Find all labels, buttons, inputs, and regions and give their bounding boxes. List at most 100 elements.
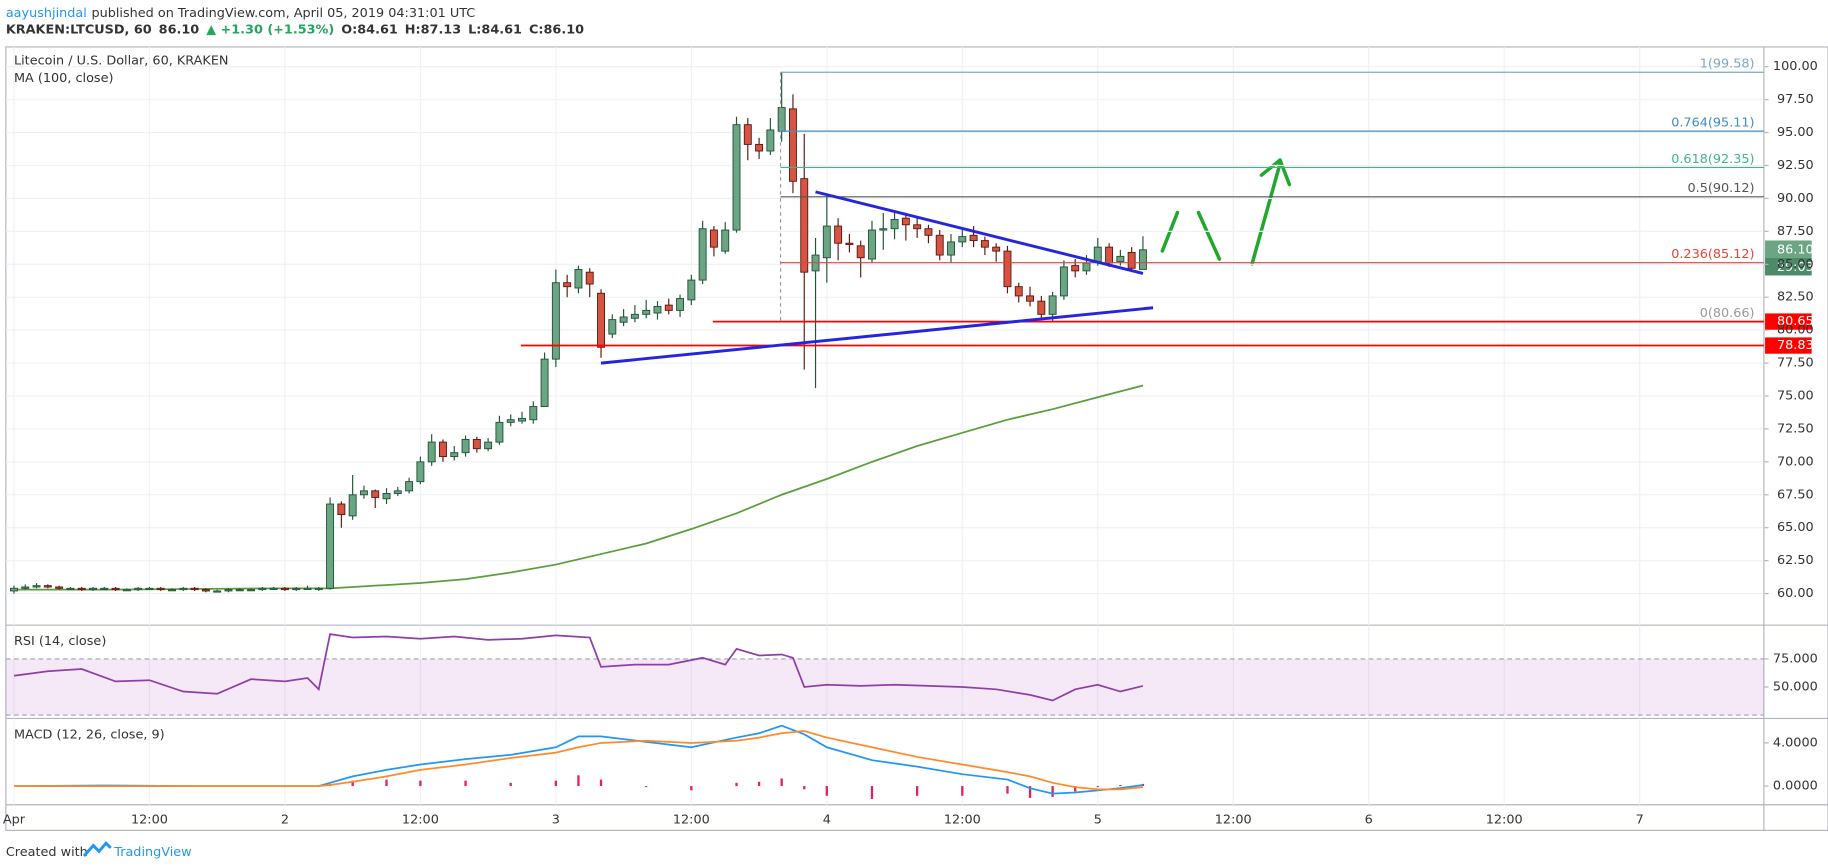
candle-body bbox=[450, 452, 459, 458]
y-tick-label: 67.50 bbox=[1777, 487, 1814, 502]
histogram-bar bbox=[1119, 784, 1122, 787]
symbol: KRAKEN:LTCUSD, 60 bbox=[6, 22, 152, 37]
fib-label: 1(99.58) bbox=[1700, 57, 1755, 72]
y-tick-label: 95.00 bbox=[1777, 125, 1814, 140]
candle-body bbox=[145, 587, 154, 590]
last: 86.10 bbox=[159, 22, 200, 37]
candle-body bbox=[32, 585, 41, 588]
candle-body bbox=[608, 319, 617, 335]
candle-body bbox=[371, 490, 380, 498]
y-tick-label: 60.00 bbox=[1777, 586, 1814, 601]
y-tick-label: 80.00 bbox=[1777, 323, 1814, 338]
overlay-layer: 1(99.58) 0.764(95.11) 0.618(92.35) 0.5(90.1… bbox=[520, 57, 1814, 365]
ohlc: O:84.61 bbox=[341, 22, 398, 37]
footer-brand[interactable]: TradingView bbox=[113, 845, 191, 860]
candle-body bbox=[845, 242, 854, 245]
x-tick-label: 7 bbox=[1636, 812, 1644, 827]
candle-body bbox=[856, 245, 865, 259]
candle-body bbox=[518, 417, 526, 422]
histogram-bar bbox=[757, 781, 761, 787]
y-tick-label: 75.000 bbox=[1773, 651, 1818, 666]
histogram-bar bbox=[870, 786, 874, 800]
candle-body bbox=[1127, 251, 1136, 269]
plot-layer bbox=[5, 46, 1764, 805]
brand-logo bbox=[82, 841, 112, 857]
candle-body bbox=[235, 589, 244, 592]
candle-body bbox=[980, 240, 989, 248]
candle-body bbox=[258, 587, 267, 591]
histogram-bar bbox=[1051, 786, 1054, 797]
change: ▲ +1.30 (+1.53%) bbox=[206, 22, 334, 37]
x-tick-label: 12:00 bbox=[944, 812, 981, 827]
candle-body bbox=[66, 587, 75, 590]
y-tick-label: 82.50 bbox=[1777, 290, 1814, 305]
ohlc: L:84.61 bbox=[468, 22, 522, 37]
y-tick-label: 50.000 bbox=[1773, 680, 1818, 695]
candle-body bbox=[935, 234, 944, 256]
candle-body bbox=[506, 419, 515, 423]
candle-body bbox=[190, 587, 199, 591]
candle-body bbox=[947, 241, 955, 256]
candle-body bbox=[1059, 266, 1068, 297]
histogram-bar bbox=[599, 779, 603, 787]
x-tick-label: Apr bbox=[3, 812, 26, 827]
candle-body bbox=[540, 358, 549, 408]
candle-body bbox=[868, 229, 876, 260]
x-tick-label: 3 bbox=[552, 812, 560, 827]
candle-body bbox=[21, 586, 30, 589]
candle-body bbox=[1071, 265, 1080, 272]
x-tick-label: 12:00 bbox=[1486, 812, 1523, 827]
candle-body bbox=[100, 587, 109, 590]
candle-body bbox=[122, 589, 131, 592]
candle-body bbox=[9, 587, 18, 592]
candle-body bbox=[822, 225, 831, 259]
series-line bbox=[13, 730, 1144, 791]
candle-body bbox=[314, 587, 323, 590]
candle-body bbox=[574, 269, 583, 289]
candle-body bbox=[777, 107, 786, 132]
y-tick-label: 72.50 bbox=[1777, 421, 1814, 436]
fib-label: 0(80.66) bbox=[1700, 306, 1755, 321]
candle-body bbox=[179, 587, 188, 591]
price-tag-label: 78.83 bbox=[1777, 338, 1814, 353]
x-tick-label: 5 bbox=[1094, 812, 1102, 827]
candle-body bbox=[1003, 250, 1012, 288]
fib-label: 0.764(95.11) bbox=[1671, 115, 1754, 130]
histogram-bar bbox=[961, 786, 964, 796]
symbol-line: KRAKEN:LTCUSD, 60 86.10 ▲ +1.30 (+1.53%) O:… bbox=[6, 22, 584, 37]
candle-body bbox=[879, 228, 888, 231]
header-line: aayushjindal published on TradingView.com… bbox=[6, 6, 475, 21]
histogram-bar bbox=[351, 780, 354, 787]
y-tick-label: 70.00 bbox=[1777, 454, 1814, 469]
histogram-bar bbox=[645, 786, 648, 788]
candle-body bbox=[1116, 255, 1125, 263]
candle-body bbox=[247, 589, 256, 592]
histogram-bar bbox=[419, 780, 422, 787]
candle-body bbox=[1105, 246, 1114, 264]
candle-body bbox=[743, 124, 752, 145]
ohlc: C:86.10 bbox=[529, 22, 584, 37]
histogram-bar bbox=[825, 786, 828, 796]
candle-body bbox=[337, 503, 346, 516]
trend-line bbox=[815, 190, 1144, 275]
candle-body bbox=[958, 236, 967, 243]
candle-body bbox=[653, 305, 662, 314]
candle-body bbox=[1026, 295, 1035, 302]
pane-title: MACD (12, 26, close, 9) bbox=[14, 727, 165, 742]
candle-body bbox=[992, 246, 1001, 252]
histogram-bar bbox=[1096, 786, 1099, 788]
candle-body bbox=[709, 229, 718, 248]
y-tick-label: 4.0000 bbox=[1773, 735, 1818, 750]
histogram-bar bbox=[735, 782, 738, 787]
candle-body bbox=[43, 585, 52, 588]
candle-body bbox=[213, 590, 222, 593]
y-tick-label: 77.50 bbox=[1777, 356, 1814, 371]
candle-body bbox=[269, 587, 278, 590]
candle-body bbox=[1082, 262, 1091, 272]
candle-body bbox=[495, 421, 504, 443]
candle-body bbox=[348, 494, 357, 517]
user[interactable]: aayushjindal bbox=[6, 6, 87, 21]
candle-body bbox=[901, 217, 910, 226]
histogram-bar bbox=[509, 782, 512, 787]
y-tick-label: 75.00 bbox=[1777, 389, 1814, 404]
